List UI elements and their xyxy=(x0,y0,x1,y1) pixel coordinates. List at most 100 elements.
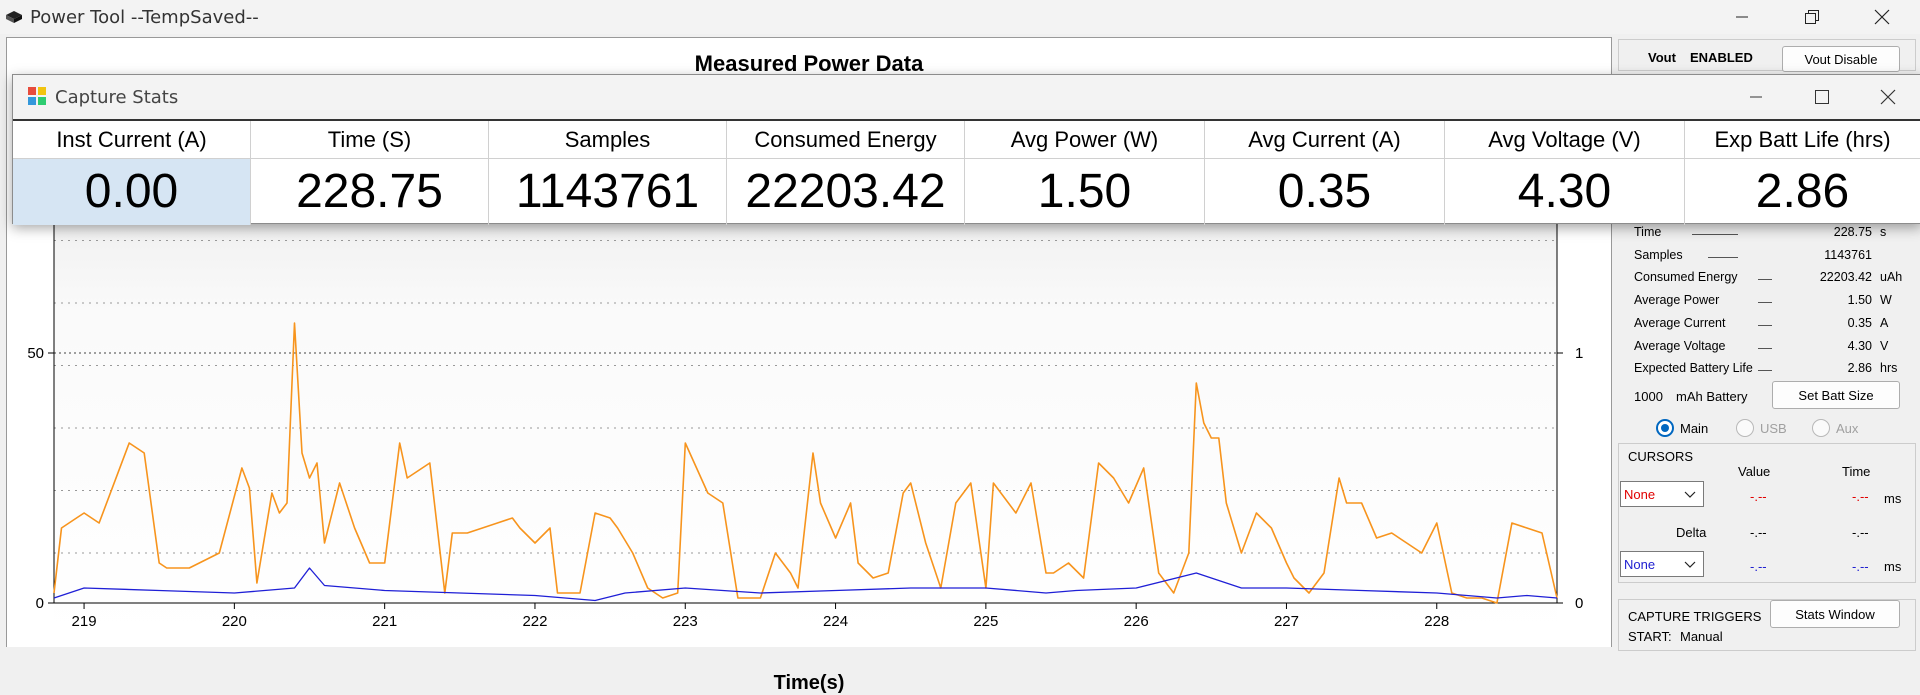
vout-label: Vout xyxy=(1648,50,1676,65)
stat-column[interactable]: Samples 1143761 xyxy=(489,121,727,225)
cursor1-unit: ms xyxy=(1884,491,1902,506)
window-title: Power Tool --TempSaved-- xyxy=(30,7,259,28)
restore-button[interactable] xyxy=(1782,0,1842,34)
stat-row-unit: s xyxy=(1880,225,1887,239)
stat-column[interactable]: Avg Current (A) 0.35 xyxy=(1205,121,1445,225)
vout-group xyxy=(1618,39,1916,71)
x-tick-label: 221 xyxy=(372,613,397,630)
cursor2-time: -.-- xyxy=(1852,559,1869,574)
dialog-minimize-button[interactable] xyxy=(1723,75,1789,119)
close-icon xyxy=(1874,9,1890,25)
y-right-tick-label: 0 xyxy=(1575,595,1583,612)
x-tick-label: 223 xyxy=(673,613,698,630)
chevron-down-icon xyxy=(1684,491,1696,498)
radio-aux[interactable] xyxy=(1812,419,1830,437)
stat-row-unit: uAh xyxy=(1880,270,1903,284)
battery-value: 1000 xyxy=(1634,389,1663,404)
stat-row-label: Samples xyxy=(1634,248,1683,262)
stat-column[interactable]: Consumed Energy 22203.42 xyxy=(727,121,965,225)
stat-row-leader xyxy=(1758,279,1772,280)
stat-header: Samples xyxy=(489,121,726,159)
cursors-group xyxy=(1618,443,1916,583)
y-right-tick-label: 1 xyxy=(1575,345,1583,362)
stat-header: Inst Current (A) xyxy=(13,121,250,159)
app-icon xyxy=(6,11,22,23)
stat-value: 0.00 xyxy=(13,159,250,225)
stat-column[interactable]: Inst Current (A) 0.00 xyxy=(13,121,251,225)
stat-row-label: Average Voltage xyxy=(1634,339,1726,353)
x-tick-label: 225 xyxy=(973,613,998,630)
stat-row-value: 2.86 xyxy=(1847,361,1872,375)
current-series-line xyxy=(53,322,1558,604)
minimize-icon xyxy=(1750,96,1762,98)
delta-value: -.-- xyxy=(1750,525,1767,540)
stat-value: 4.30 xyxy=(1517,165,1612,218)
stats-app-icon xyxy=(28,87,46,105)
stat-row-leader xyxy=(1758,370,1772,371)
stat-column[interactable]: Avg Power (W) 1.50 xyxy=(965,121,1205,225)
capture-stats-dialog: Capture Stats Inst Current (A) 0.00 Time (… xyxy=(12,74,1920,225)
cursors-title: CURSORS xyxy=(1628,449,1694,464)
cursor-time-header: Time xyxy=(1842,464,1871,479)
stat-row-value: 0.35 xyxy=(1847,316,1872,330)
stat-row-label: Expected Battery Life xyxy=(1634,361,1753,375)
start-value: Manual xyxy=(1680,629,1723,644)
cursor2-unit: ms xyxy=(1884,559,1902,574)
close-button[interactable] xyxy=(1852,0,1912,34)
x-tick-label: 226 xyxy=(1124,613,1149,630)
stat-header: Exp Batt Life (hrs) xyxy=(1685,121,1920,159)
stat-value: 1143761 xyxy=(515,165,700,218)
y-left-tick-label: 0 xyxy=(36,595,44,612)
radio-main[interactable] xyxy=(1656,419,1674,437)
stat-column[interactable]: Time (S) 228.75 xyxy=(251,121,489,225)
dialog-close-button[interactable] xyxy=(1855,75,1920,119)
x-tick-label: 228 xyxy=(1424,613,1449,630)
stat-row-value: 1.50 xyxy=(1847,293,1872,307)
radio-aux-label: Aux xyxy=(1836,421,1859,436)
title-bar: Power Tool --TempSaved-- xyxy=(0,0,1920,34)
stats-table: Inst Current (A) 0.00 Time (S) 228.75 Sample… xyxy=(13,119,1920,225)
stats-window-button[interactable]: Stats Window xyxy=(1770,600,1900,628)
stat-header: Avg Voltage (V) xyxy=(1445,121,1684,159)
vout-status: ENABLED xyxy=(1690,50,1753,65)
start-label: START: xyxy=(1628,629,1672,644)
y-left-tick-label: 50 xyxy=(27,345,44,362)
chevron-down-icon xyxy=(1684,561,1696,568)
radio-usb[interactable] xyxy=(1736,419,1754,437)
stat-column[interactable]: Avg Voltage (V) 4.30 xyxy=(1445,121,1685,225)
vout-disable-button[interactable]: Vout Disable xyxy=(1782,46,1900,72)
stat-header: Consumed Energy xyxy=(727,121,964,159)
restore-icon xyxy=(1805,10,1819,24)
stat-value: 1.50 xyxy=(1037,165,1132,218)
dialog-maximize-button[interactable] xyxy=(1789,75,1855,119)
stat-header: Time (S) xyxy=(251,121,488,159)
stat-column[interactable]: Exp Batt Life (hrs) 2.86 xyxy=(1685,121,1920,225)
delta-time: -.-- xyxy=(1852,525,1869,540)
stat-row-leader xyxy=(1758,302,1772,303)
x-axis-label: Time(s) xyxy=(773,672,845,694)
stat-header: Avg Power (W) xyxy=(965,121,1204,159)
stat-row-unit: hrs xyxy=(1880,361,1898,375)
x-tick-label: 219 xyxy=(72,613,97,630)
cursor2-select-value: None xyxy=(1624,557,1656,572)
stat-row-value: 4.30 xyxy=(1847,339,1872,353)
close-icon xyxy=(1880,89,1896,105)
cursor1-select-value: None xyxy=(1624,487,1656,502)
stat-header: Avg Current (A) xyxy=(1205,121,1444,159)
cursor1-select[interactable]: None xyxy=(1620,481,1704,507)
radio-usb-label: USB xyxy=(1760,421,1787,436)
set-batt-size-button[interactable]: Set Batt Size xyxy=(1772,381,1900,409)
stat-row-leader xyxy=(1758,325,1772,326)
stat-row-leader xyxy=(1692,234,1738,235)
cursor2-select[interactable]: None xyxy=(1620,551,1704,577)
x-tick-label: 224 xyxy=(823,613,848,630)
cursor-value-header: Value xyxy=(1738,464,1771,479)
minimize-icon xyxy=(1736,16,1748,18)
stat-row-unit: V xyxy=(1880,339,1889,353)
minimize-button[interactable] xyxy=(1712,0,1772,34)
stat-value: 2.86 xyxy=(1755,165,1850,218)
cursor1-value: -.-- xyxy=(1750,489,1767,504)
battery-label: mAh Battery xyxy=(1676,389,1748,404)
dialog-title-bar: Capture Stats xyxy=(13,75,1920,119)
dialog-title: Capture Stats xyxy=(55,87,179,108)
